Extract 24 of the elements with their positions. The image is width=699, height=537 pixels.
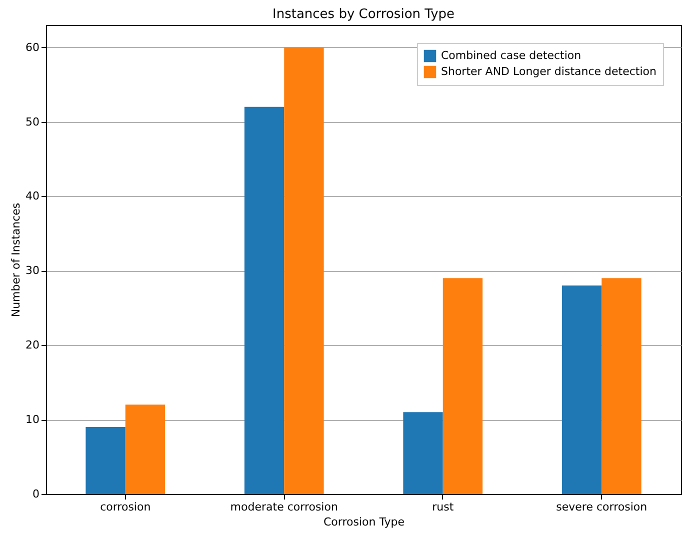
y-tick-label: 50 — [26, 115, 40, 128]
x-tick-label: severe corrosion — [556, 500, 648, 514]
y-tick-label: 30 — [26, 264, 40, 278]
x-tick-label: corrosion — [100, 500, 151, 514]
bar — [562, 286, 602, 494]
bar — [125, 404, 166, 494]
bar — [403, 412, 443, 494]
y-tick-label: 0 — [32, 488, 40, 500]
bar — [244, 106, 284, 494]
bar — [442, 278, 483, 494]
bar — [284, 47, 324, 494]
x-tick-label: rust — [432, 500, 454, 514]
y-axis-title: Number of Instances — [10, 202, 23, 318]
y-tick-label: 40 — [26, 190, 40, 203]
bar — [86, 427, 126, 494]
y-tick-label: 60 — [26, 40, 40, 54]
chart-title: Instances by Corrosion Type — [272, 7, 455, 22]
bar — [602, 278, 642, 494]
y-tick-label: 10 — [26, 413, 40, 426]
legend-label: Combined case detection — [441, 49, 582, 62]
x-tick-label: moderate corrosion — [230, 500, 338, 514]
legend-label: Shorter AND Longer distance detection — [441, 65, 657, 78]
y-tick-label: 20 — [26, 338, 40, 352]
x-axis-title: Corrosion Type — [323, 516, 405, 528]
